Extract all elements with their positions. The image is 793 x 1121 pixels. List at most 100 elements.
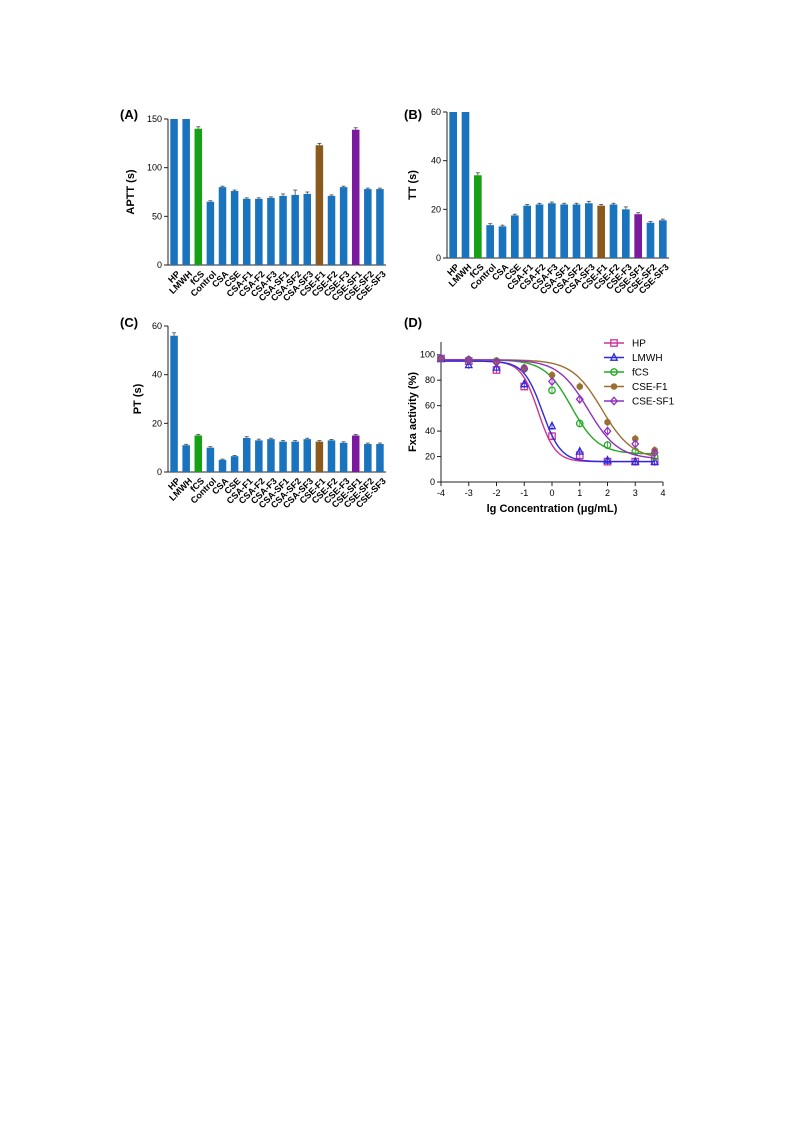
bar-cse-sf2 (364, 444, 372, 472)
bar-cse-sf2 (646, 222, 655, 258)
fit-curve (441, 360, 655, 463)
bar-csa (218, 459, 227, 472)
bar-cse-f1 (315, 145, 324, 265)
y-tick-label: 80 (425, 375, 435, 385)
legend-label: CSE-SF1 (632, 397, 675, 408)
data-point (603, 455, 612, 464)
fit-curve (441, 359, 655, 459)
data-point (603, 441, 612, 449)
bar-csa-sf1 (560, 204, 568, 258)
bar-csa-sf3 (303, 193, 312, 265)
bar-csa-f2 (255, 198, 263, 265)
bar-fcs (194, 435, 203, 472)
y-axis-title: PT (s) (132, 383, 144, 414)
y-tick-label: 20 (425, 452, 435, 462)
bar-csa-f1 (242, 198, 251, 265)
bar-hp (170, 335, 178, 472)
data-point (575, 394, 584, 404)
bar-cse-f2 (609, 204, 618, 258)
data-point (650, 456, 659, 465)
data-point (464, 359, 474, 369)
data-point (631, 439, 640, 449)
bar-cse-f3 (622, 209, 630, 258)
series-hp (437, 354, 659, 466)
legend: HP LMWH fCS CSE-F1 CSE-SF1 (604, 339, 675, 408)
y-tick-label: 60 (431, 107, 441, 117)
bar-csa-f3 (267, 439, 275, 472)
bar-csa (498, 226, 507, 258)
bar-csa-sf1 (279, 195, 287, 265)
y-tick-label: 100 (420, 350, 435, 360)
data-point (464, 355, 473, 365)
y-tick-label: 0 (436, 253, 441, 263)
y-tick-label: 60 (152, 321, 162, 331)
panel-label: (C) (120, 315, 138, 330)
bar-cse-sf1 (634, 214, 642, 258)
bar-hp (170, 119, 178, 265)
series-cse-sf1 (436, 353, 659, 459)
data-point (575, 446, 585, 455)
bar-control (486, 225, 494, 258)
y-tick-label: 60 (425, 401, 435, 411)
bar-cse (230, 191, 239, 265)
data-point (547, 420, 557, 430)
x-tick-label: 2 (605, 488, 610, 498)
data-point (650, 448, 659, 458)
data-point (575, 419, 584, 428)
bar-fcs (194, 128, 203, 265)
x-tick-label: 4 (660, 488, 665, 498)
panel-label: (A) (120, 107, 138, 122)
fit-curve (441, 360, 655, 463)
y-tick-label: 0 (157, 260, 162, 270)
legend-item: HP (604, 339, 646, 350)
bar-csa-sf2 (291, 441, 299, 472)
panel-label: (D) (404, 315, 422, 330)
bar-csa-sf3 (303, 439, 312, 472)
bar-csa-f2 (535, 204, 544, 258)
legend-item: CSE-SF1 (604, 396, 675, 408)
data-point (547, 376, 557, 387)
data-point (520, 364, 529, 374)
bar-cse-sf2 (364, 189, 372, 265)
bar-cse-f2 (327, 195, 336, 265)
series-cse-f1 (437, 354, 658, 457)
series-lmwh (436, 353, 659, 466)
x-tick-label: -3 (465, 488, 473, 498)
y-tick-label: 100 (147, 163, 162, 173)
bar-lmwh (182, 445, 190, 472)
legend-marker (609, 396, 619, 406)
bar-cse-sf1 (351, 435, 360, 472)
bar-cse (511, 215, 519, 258)
legend-label: CSE-F1 (632, 382, 668, 393)
x-tick-label: 1 (577, 488, 582, 498)
bar-control (206, 447, 215, 472)
x-tick-label: 3 (633, 488, 638, 498)
data-point (519, 378, 529, 388)
y-tick-label: 0 (430, 477, 435, 487)
legend-label: HP (632, 339, 646, 350)
data-point (604, 418, 611, 426)
y-tick-label: 20 (152, 418, 162, 428)
bar-csa-f1 (523, 205, 531, 258)
y-axis-title: TT (s) (407, 170, 419, 200)
panel-label: (B) (404, 107, 422, 122)
y-axis-title: APTT (s) (125, 169, 137, 215)
y-tick-label: 150 (147, 114, 162, 124)
data-point (492, 362, 501, 371)
bar-cse-sf3 (659, 220, 667, 258)
data-point (576, 383, 584, 390)
y-tick-label: 40 (152, 370, 162, 380)
bar-cse-f3 (339, 442, 348, 472)
y-axis-title: Fxa activity (%) (407, 372, 419, 452)
y-tick-label: 40 (425, 426, 435, 436)
data-point (548, 386, 556, 395)
x-axis-title: lg Concentration (μg/mL) (487, 503, 618, 515)
bar-csa-sf2 (291, 194, 299, 265)
legend-marker (609, 352, 619, 361)
bar-cse-f2 (327, 440, 336, 472)
bar-cse-f1 (597, 205, 605, 258)
